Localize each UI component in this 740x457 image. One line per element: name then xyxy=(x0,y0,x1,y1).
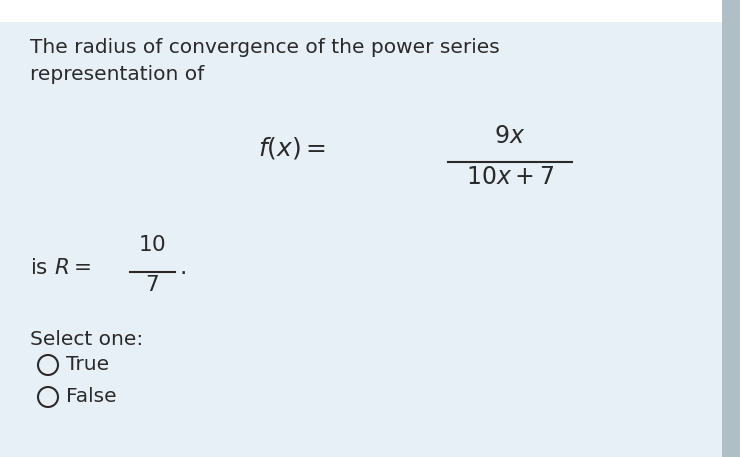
Bar xyxy=(0,0,722,22)
Bar xyxy=(722,0,740,457)
Text: $10$: $10$ xyxy=(138,235,166,255)
Text: $\mathit{f}(\mathit{x})=$: $\mathit{f}(\mathit{x})=$ xyxy=(258,135,326,161)
Text: False: False xyxy=(66,388,117,406)
Text: $\mathrm{is}\ \mathit{R} =$: $\mathrm{is}\ \mathit{R} =$ xyxy=(30,258,91,278)
Text: $7$: $7$ xyxy=(145,275,159,295)
Text: The radius of convergence of the power series: The radius of convergence of the power s… xyxy=(30,38,500,57)
Text: .: . xyxy=(180,256,187,280)
Text: $10x+7$: $10x+7$ xyxy=(466,165,554,189)
Text: $9x$: $9x$ xyxy=(494,124,525,148)
Text: representation of: representation of xyxy=(30,65,204,84)
Text: True: True xyxy=(66,356,109,374)
Text: Select one:: Select one: xyxy=(30,330,144,349)
